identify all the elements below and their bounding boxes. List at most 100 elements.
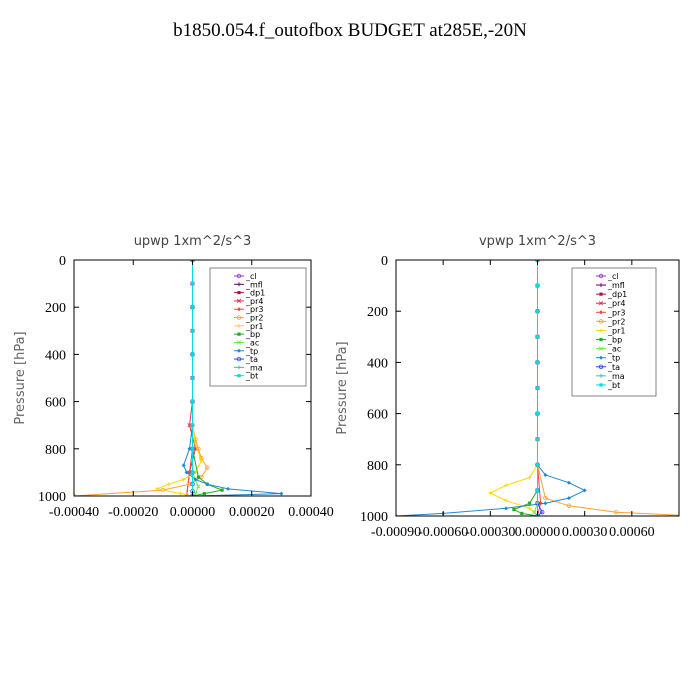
series-point_tp bbox=[181, 463, 186, 468]
series-point_tp bbox=[184, 470, 189, 475]
series-point_pr1 bbox=[504, 483, 509, 488]
series-point_pr2 bbox=[187, 482, 192, 487]
legend-swatch-marker bbox=[236, 298, 242, 304]
legend-label: _bp bbox=[245, 330, 260, 339]
series-point_pr1 bbox=[488, 490, 493, 495]
series-point_pr2 bbox=[205, 465, 210, 470]
series-point_bt bbox=[190, 352, 195, 356]
y-tick-label: 200 bbox=[367, 305, 388, 320]
y-tick-label: 1000 bbox=[38, 490, 66, 505]
series-point_bt bbox=[190, 376, 195, 380]
series-point_bt bbox=[535, 360, 540, 364]
series-point_bt bbox=[190, 447, 195, 451]
legend-label: _pr2 bbox=[607, 317, 625, 326]
series-point_pr2 bbox=[693, 514, 697, 518]
series-point_pr2 bbox=[613, 509, 619, 515]
series-point_bt bbox=[535, 488, 540, 492]
x-tick-label: 0.00040 bbox=[288, 505, 334, 520]
series-point_pr3 bbox=[538, 501, 543, 506]
legend-label: _pr3 bbox=[245, 305, 263, 314]
upwp-chart-panel: upwp 1xm^2/s^3 Pressure [hPa] 0 200 400 600 80… bbox=[13, 234, 334, 520]
legend-label: _mfl bbox=[245, 280, 263, 289]
series-point_pr1 bbox=[193, 442, 198, 447]
series-point_bt bbox=[535, 284, 540, 288]
legend-swatch-marker bbox=[236, 315, 242, 320]
legend-label: _ta bbox=[607, 363, 620, 372]
y-tick-label: 800 bbox=[367, 459, 388, 474]
series-line_bp bbox=[512, 260, 538, 516]
series-point_pr1 bbox=[181, 477, 186, 482]
series-point_pr1 bbox=[199, 458, 204, 463]
y-axis-label: Pressure [hPa] bbox=[335, 341, 350, 434]
series-point_pr2 bbox=[543, 495, 548, 501]
legend-swatch-marker bbox=[599, 292, 603, 296]
legend-label: _mfl bbox=[607, 281, 625, 290]
series-point_bt bbox=[190, 400, 195, 404]
panel-title: vpwp 1xm^2/s^3 bbox=[479, 234, 596, 249]
series-point_bt bbox=[190, 470, 195, 474]
legend-swatch-marker bbox=[236, 340, 242, 345]
series-point_tp bbox=[193, 477, 198, 482]
x-tick-label: -0.00090 bbox=[371, 525, 421, 540]
legend-label: _pr1 bbox=[607, 326, 625, 335]
legend-swatch-marker bbox=[237, 348, 241, 353]
series-point_tp bbox=[226, 486, 231, 491]
legend-swatch-marker bbox=[599, 310, 603, 315]
legend-box bbox=[209, 267, 307, 387]
legend-label: _pr2 bbox=[245, 314, 263, 323]
legend-swatch-marker bbox=[236, 273, 242, 279]
series-point_bt bbox=[535, 437, 540, 441]
x-tick-label: -0.00060 bbox=[418, 525, 468, 540]
legend-label: _bt bbox=[245, 372, 258, 381]
legend-swatch-marker bbox=[598, 364, 604, 369]
series-line_pr2 bbox=[74, 260, 208, 496]
x-tick-label: 0.00020 bbox=[229, 505, 275, 520]
series-point_bp bbox=[520, 511, 524, 516]
y-tick-label: 0 bbox=[381, 254, 388, 269]
series-group bbox=[74, 260, 284, 496]
series-point_bt bbox=[535, 412, 540, 416]
series-point_pr1 bbox=[527, 506, 532, 511]
x-tick-label: 0.00000 bbox=[170, 505, 216, 520]
legend-swatch-marker bbox=[598, 301, 604, 306]
legend-label: _dp1 bbox=[245, 289, 265, 298]
y-tick-label: 400 bbox=[367, 356, 388, 371]
legend-swatch-marker bbox=[237, 307, 241, 312]
legend-label: _ma bbox=[245, 363, 263, 372]
legend-swatch-marker bbox=[599, 328, 603, 333]
y-axis-label: Pressure [hPa] bbox=[13, 331, 28, 424]
legend-swatch-marker bbox=[598, 273, 604, 279]
y-tick-label: 0 bbox=[59, 254, 66, 269]
y-tick-label: 600 bbox=[367, 408, 388, 423]
series-point_bt bbox=[190, 305, 195, 309]
series-point_bt bbox=[190, 282, 195, 286]
series-point_tp bbox=[566, 480, 571, 485]
series-point_tp bbox=[582, 488, 587, 493]
series-point_tp bbox=[187, 446, 192, 451]
series-point_pr2 bbox=[566, 503, 572, 508]
series-point_tp bbox=[543, 473, 548, 478]
legend-label: _pr4 bbox=[245, 297, 263, 306]
legend-swatch-marker bbox=[599, 355, 603, 360]
legend-swatch-marker bbox=[237, 374, 241, 378]
series-point_ta bbox=[540, 509, 545, 515]
y-tick-label: 1000 bbox=[360, 510, 388, 525]
legend-label: _cl bbox=[245, 272, 257, 281]
y-tick-label: 400 bbox=[45, 348, 66, 363]
x-tick-label: 0.00060 bbox=[609, 525, 655, 540]
series-point_pr1 bbox=[178, 491, 183, 496]
series-point_tp bbox=[205, 482, 210, 487]
series-point_bt bbox=[190, 329, 195, 333]
series-point_tp bbox=[543, 501, 548, 506]
legend-label: _pr4 bbox=[607, 299, 625, 308]
legend-label: _ac bbox=[245, 338, 259, 347]
legend-label: _cl bbox=[607, 272, 619, 281]
vpwp-chart-panel: vpwp 1xm^2/s^3 Pressure [hPa] 0 200 400 600 80… bbox=[335, 234, 697, 540]
x-tick-label: -0.00040 bbox=[49, 505, 99, 520]
x-tick-label: -0.00020 bbox=[108, 505, 158, 520]
series-point_pr1 bbox=[154, 486, 159, 491]
series-point_bp bbox=[196, 475, 201, 479]
series-point_ac bbox=[532, 510, 537, 515]
legend-swatch-marker bbox=[598, 319, 604, 324]
x-tick-label: 0.00000 bbox=[515, 525, 561, 540]
